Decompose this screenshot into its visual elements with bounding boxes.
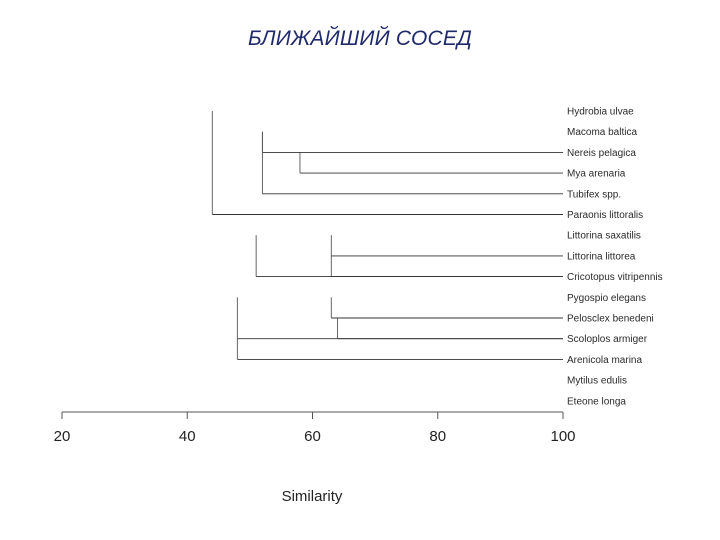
axis-tick-label: 80 (429, 428, 446, 445)
leaf-label: Mytilus edulis (567, 376, 627, 387)
leaf-label: Pelosclex benedeni (567, 314, 654, 325)
leaf-label: Paraonis littoralis (567, 210, 643, 221)
leaf-labels: Hydrobia ulvae Macoma baltica Nereis pelag… (567, 107, 663, 408)
slide-title: БЛИЖАЙШИЙ СОСЕД (247, 27, 473, 50)
leaf-label: Hydrobia ulvae (567, 107, 634, 118)
leaf-label: Littorina saxatilis (567, 231, 641, 242)
axis-tick-label: 60 (304, 428, 321, 445)
leaf-label: Arenicola marina (567, 355, 642, 366)
leaf-label: Mya arenaria (567, 169, 626, 180)
dendrogram-branches (211, 111, 563, 360)
leaf-label: Nereis pelagica (567, 148, 636, 159)
leaf-label: Eteone longa (567, 396, 626, 407)
leaf-label: Tubifex spp. (567, 189, 621, 200)
axis-title: Similarity (282, 488, 343, 505)
axis-tick-label: 100 (550, 428, 575, 445)
leaf-label: Scoloplos armiger (567, 334, 648, 345)
leaf-label: Macoma baltica (567, 127, 637, 138)
leaf-label: Littorina littorea (567, 251, 636, 262)
axis-ticks: 20 40 60 80 100 (54, 412, 576, 445)
axis-tick-label: 40 (179, 428, 196, 445)
leaf-label: Pygospio elegans (567, 293, 646, 304)
axis-tick-label: 20 (54, 428, 71, 445)
leaf-label: Cricotopus vitripennis (567, 272, 663, 283)
similarity-axis: 20 40 60 80 100 Similarity (54, 411, 576, 505)
